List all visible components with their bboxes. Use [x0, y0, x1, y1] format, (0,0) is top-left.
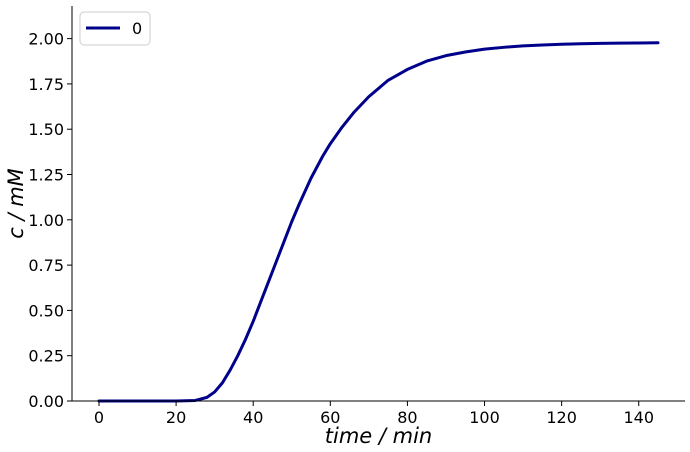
legend-label: 0	[132, 19, 142, 38]
x-tick-label: 140	[623, 408, 654, 427]
x-tick-label: 60	[320, 408, 340, 427]
y-tick-label: 0.00	[28, 392, 64, 411]
y-tick-label: 0.75	[28, 256, 64, 275]
y-axis-title: c / mM	[4, 168, 28, 239]
x-tick-label: 0	[94, 408, 104, 427]
series-line-0	[97, 41, 660, 403]
x-tick-label: 120	[546, 408, 577, 427]
x-axis-title: time / min	[325, 424, 432, 448]
axes: 0 20 40 60 80 100 120 140 0.00 0.25 0.50 0.75 1.00 1.…	[28, 6, 685, 427]
y-tick-label: 1.25	[28, 166, 64, 185]
y-tick-label: 0.25	[28, 347, 64, 366]
x-tick-label: 40	[243, 408, 263, 427]
x-tick-label: 100	[469, 408, 500, 427]
y-tick-label: 1.00	[28, 211, 64, 230]
y-tick-label: 0.50	[28, 301, 64, 320]
plot-area	[97, 41, 660, 403]
x-tick-label: 20	[166, 408, 186, 427]
y-tick-label: 2.00	[28, 30, 64, 49]
y-tick-label: 1.50	[28, 120, 64, 139]
y-tick-label: 1.75	[28, 75, 64, 94]
x-tick-label: 80	[397, 408, 417, 427]
legend: 0	[79, 11, 151, 46]
